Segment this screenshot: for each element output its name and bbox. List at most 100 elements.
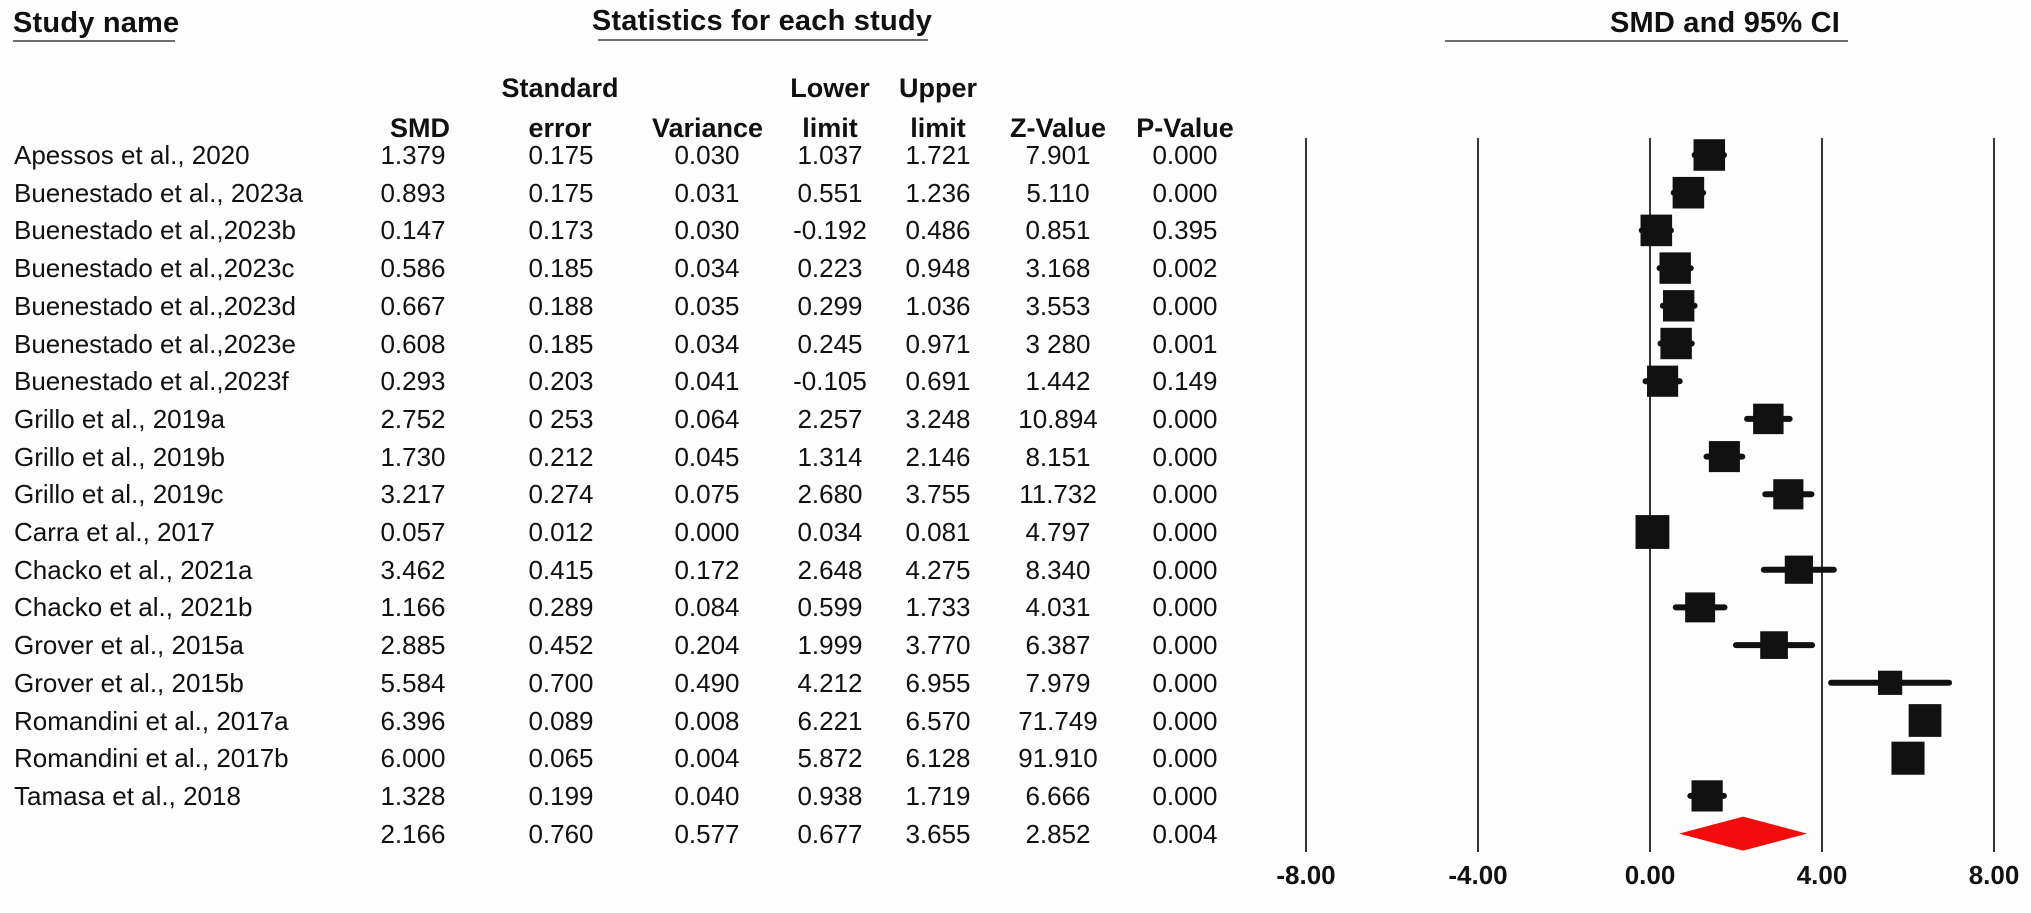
- statistics-underline: [598, 39, 928, 41]
- effect-square: [1891, 741, 1925, 775]
- table-row: Grillo et al., 2019c 3.217 0.274 0.075 2.680…: [0, 475, 1250, 513]
- p-cell: 0.000: [1152, 743, 1218, 774]
- column-header-upper-limit: Upper limit: [863, 68, 1013, 148]
- column-header-z-value: Z-Value: [1009, 113, 1107, 143]
- upper-cell: 1.236: [905, 177, 971, 208]
- variance-cell: 0.008: [674, 705, 740, 736]
- smd-cell: 0.293: [380, 366, 446, 397]
- z-cell: 4.031: [1025, 592, 1091, 623]
- lower-cell: 0.223: [797, 253, 863, 284]
- column-header-standard-error: Standard error: [480, 68, 640, 148]
- p-cell: 0.149: [1152, 366, 1218, 397]
- smd-cell: 0.057: [380, 517, 446, 547]
- p-cell: 0.004: [1152, 818, 1218, 849]
- z-cell: 3.168: [1025, 253, 1091, 284]
- z-cell: 0.851: [1025, 215, 1091, 246]
- variance-cell: 0.031: [674, 177, 740, 208]
- study-name-cell: Buenestado et al.,2023c: [14, 253, 295, 284]
- p-cell: 0.000: [1152, 177, 1218, 208]
- study-name-cell: Grillo et al., 2019b: [14, 441, 226, 472]
- effect-square: [1693, 139, 1726, 171]
- variance-cell: 0.004: [674, 743, 740, 774]
- p-cell: 0.000: [1152, 630, 1218, 661]
- study-name-cell: Romandini et al., 2017a: [14, 705, 289, 736]
- lower-cell: 2.648: [797, 554, 863, 585]
- variance-cell: 0.075: [674, 479, 740, 510]
- upper-cell: 2.146: [905, 441, 971, 472]
- smd-cell: 0.147: [380, 215, 446, 246]
- lower-cell: 0.551: [797, 177, 863, 208]
- smd-cell: 1.379: [380, 140, 446, 170]
- summary-diamond: [1679, 816, 1808, 851]
- variance-cell: 0.172: [674, 554, 740, 585]
- upper-cell: 0.691: [905, 366, 971, 397]
- z-cell: 6.387: [1025, 630, 1091, 661]
- se-cell: 0.188: [528, 290, 594, 321]
- table-row: Chacko et al., 2021a 3.462 0.415 0.172 2.648…: [0, 551, 1250, 589]
- lower-cell: 4.212: [797, 667, 863, 698]
- column-header-lower-limit-line1: Lower: [790, 73, 870, 103]
- z-cell: 8.340: [1025, 554, 1091, 585]
- upper-cell: 1.036: [905, 290, 971, 321]
- variance-cell: 0.084: [674, 592, 740, 623]
- lower-cell: 0.938: [797, 780, 863, 811]
- study-name-cell: Buenestado et al.,2023b: [14, 215, 296, 246]
- smd-cell: 0.893: [380, 177, 446, 208]
- p-cell: 0.001: [1152, 328, 1218, 359]
- se-cell: 0.065: [528, 743, 594, 774]
- lower-cell: 2.680: [797, 479, 863, 510]
- table-row: Buenestado et al.,2023c 0.586 0.185 0.034 0.…: [0, 249, 1250, 287]
- z-cell: 7.901: [1025, 140, 1091, 170]
- smd-cell: 2.885: [380, 630, 446, 661]
- smd-cell: 3.217: [380, 479, 446, 510]
- plot-title: SMD and 95% CI: [1609, 7, 1840, 39]
- study-name-cell: Apessos et al., 2020: [14, 140, 250, 170]
- table-row: Carra et al., 2017 0.057 0.012 0.000 0.034 0.…: [0, 513, 1250, 551]
- plot-title-underline: [1445, 40, 1848, 42]
- column-header-smd: SMD: [390, 113, 450, 143]
- column-header-p-value: P-Value: [1136, 113, 1234, 143]
- variance-cell: 0.577: [674, 818, 740, 849]
- smd-cell: 2.166: [380, 818, 446, 849]
- effect-square: [1672, 176, 1705, 209]
- table-row: Buenestado et al.,2023b 0.147 0.173 0.030 -0…: [0, 211, 1250, 249]
- lower-cell: 2.257: [797, 403, 863, 434]
- table-row: Buenestado et al.,2023f 0.293 0.203 0.041 -0…: [0, 362, 1250, 400]
- upper-cell: 6.570: [905, 705, 971, 736]
- p-cell: 0.000: [1152, 554, 1218, 585]
- lower-cell: -0.192: [793, 215, 867, 246]
- upper-cell: 4.275: [905, 554, 971, 585]
- se-cell: 0.760: [528, 818, 594, 849]
- lower-cell: 1.999: [797, 630, 863, 661]
- column-header-lower-limit-line2: limit: [802, 113, 858, 143]
- se-cell: 0.185: [528, 328, 594, 359]
- table-row: Tamasa et al., 2018 1.328 0.199 0.040 0.938 1…: [0, 777, 1250, 815]
- se-cell: 0.452: [528, 630, 594, 661]
- variance-cell: 0.204: [674, 630, 740, 661]
- axis-tick-label: 0.00: [1625, 860, 1676, 890]
- z-cell: 8.151: [1025, 441, 1091, 472]
- z-cell: 1.442: [1025, 366, 1091, 397]
- se-cell: 0.185: [528, 253, 594, 284]
- variance-cell: 0.035: [674, 290, 740, 321]
- study-name-cell: Chacko et al., 2021a: [14, 554, 253, 585]
- se-cell: 0.199: [528, 780, 594, 811]
- table-row: Buenestado et al., 2023a 0.893 0.175 0.031 0…: [0, 174, 1250, 212]
- study-name-cell: Romandini et al., 2017b: [14, 743, 289, 774]
- axis-tick-label: 4.00: [1797, 860, 1848, 890]
- study-name-cell: Grover et al., 2015b: [14, 667, 244, 698]
- study-name-cell: Tamasa et al., 2018: [14, 780, 241, 811]
- upper-cell: 1.719: [905, 780, 971, 811]
- effect-square: [1708, 441, 1740, 473]
- p-cell: 0.000: [1152, 290, 1218, 321]
- statistics-table: Apessos et al., 2020 1.379 0.175 0.030 1.037…: [0, 140, 1250, 849]
- upper-cell: 3.655: [905, 818, 971, 849]
- effect-square: [1878, 670, 1903, 695]
- column-header-standard-error-line1: Standard: [501, 73, 619, 103]
- effect-square: [1660, 327, 1692, 360]
- upper-cell: 3.770: [905, 630, 971, 661]
- p-cell: 0.000: [1152, 479, 1218, 510]
- effect-square: [1647, 365, 1679, 397]
- p-cell: 0.000: [1152, 441, 1218, 472]
